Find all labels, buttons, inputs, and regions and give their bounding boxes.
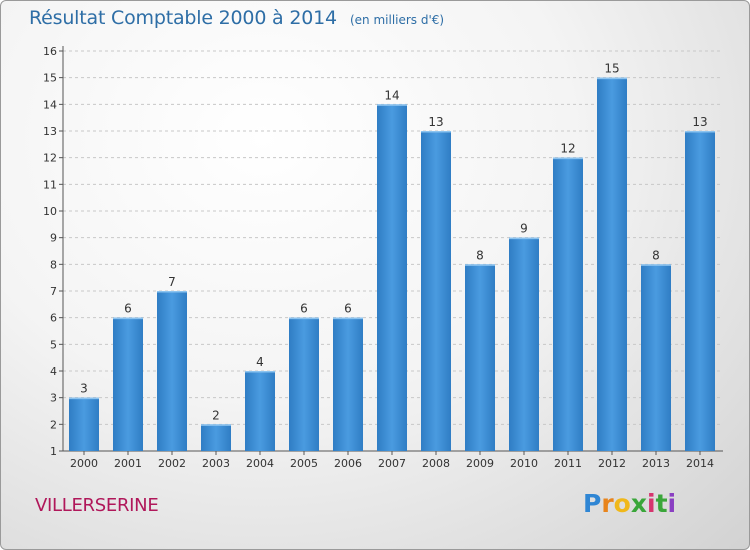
y-tick-label: 11: [43, 178, 57, 191]
data-label-2002: 7: [168, 275, 176, 289]
x-tick-label: 2005: [290, 457, 318, 470]
x-tick-label: 2009: [466, 457, 494, 470]
bar-highlight: [597, 77, 627, 80]
y-tick-label: 14: [43, 98, 57, 111]
logo-letter: o: [613, 489, 631, 518]
bar-2011: [553, 157, 583, 451]
bar-2010: [509, 237, 539, 451]
y-tick-label: 8: [50, 258, 57, 271]
logo-letter: P: [583, 489, 602, 518]
title-row: Résultat Comptable 2000 à 2014 (en milli…: [29, 7, 444, 29]
x-tick-label: 2003: [202, 457, 230, 470]
logo-letter: x: [630, 489, 647, 518]
y-tick-label: 9: [50, 232, 57, 245]
bar-2004: [245, 371, 275, 451]
data-label-2005: 6: [300, 302, 308, 316]
y-tick-label: 16: [43, 45, 57, 58]
data-label-2008: 13: [428, 115, 443, 129]
y-tick-label: 5: [50, 338, 57, 351]
x-tick-label: 2014: [686, 457, 714, 470]
y-tick-label: 2: [50, 418, 57, 431]
bar-2014: [685, 131, 715, 451]
bar-2013: [641, 264, 671, 451]
bar-highlight: [201, 424, 231, 426]
bar-2007: [377, 104, 407, 451]
data-label-2012: 15: [604, 62, 619, 76]
bars: [69, 77, 715, 452]
bar-highlight: [289, 317, 319, 320]
x-tick-label: 2001: [114, 457, 142, 470]
x-tick-label: 2000: [70, 457, 98, 470]
y-tick-label: 6: [50, 312, 57, 325]
proxiti-logo: Proxiti: [583, 489, 676, 518]
chart-subtitle: (en milliers d'€): [349, 13, 445, 27]
y-tick-label: 10: [43, 205, 57, 218]
bar-highlight: [69, 397, 99, 400]
bar-2008: [421, 131, 451, 451]
data-label-2004: 4: [256, 355, 264, 369]
data-label-2000: 3: [80, 382, 88, 396]
data-label-2009: 8: [476, 248, 484, 262]
labels: 1234567891011121314151632000620017200222…: [43, 45, 714, 470]
data-label-2003: 2: [212, 408, 220, 422]
x-tick-label: 2006: [334, 457, 362, 470]
x-tick-label: 2012: [598, 457, 626, 470]
data-label-2013: 8: [652, 248, 660, 262]
y-tick-label: 12: [43, 152, 57, 165]
bar-highlight: [157, 291, 187, 293]
bar-2009: [465, 264, 495, 451]
x-tick-label: 2011: [554, 457, 582, 470]
data-label-2006: 6: [344, 302, 352, 316]
bar-2000: [69, 397, 99, 451]
y-tick-label: 4: [50, 365, 57, 378]
data-label-2011: 12: [560, 142, 575, 156]
bar-highlight: [421, 131, 451, 133]
bar-highlight: [641, 264, 671, 266]
x-tick-label: 2008: [422, 457, 450, 470]
chart-title: Résultat Comptable 2000 à 2014: [29, 7, 337, 29]
x-tick-label: 2007: [378, 457, 406, 470]
bar-highlight: [509, 237, 539, 240]
bar-highlight: [685, 131, 715, 133]
logo-letter: i: [667, 489, 677, 518]
bar-2005: [289, 317, 319, 451]
bar-highlight: [113, 317, 143, 320]
bar-2012: [597, 77, 627, 452]
y-tick-label: 13: [43, 125, 57, 138]
x-tick-label: 2002: [158, 457, 186, 470]
y-tick-label: 3: [50, 392, 57, 405]
y-tick-label: 1: [50, 445, 57, 458]
x-tick-label: 2004: [246, 457, 274, 470]
bar-2003: [201, 424, 231, 451]
bar-2001: [113, 317, 143, 451]
data-label-2007: 14: [384, 88, 399, 102]
bar-highlight: [553, 157, 583, 160]
data-label-2001: 6: [124, 302, 132, 316]
y-tick-label: 7: [50, 285, 57, 298]
x-tick-label: 2013: [642, 457, 670, 470]
y-tick-label: 15: [43, 72, 57, 85]
bar-2006: [333, 317, 363, 451]
bar-highlight: [333, 317, 363, 320]
place-name: VILLERSERINE: [35, 495, 159, 516]
bar-2002: [157, 291, 187, 451]
logo-letter: t: [655, 489, 668, 518]
logo-letter: r: [601, 489, 614, 518]
bar-highlight: [465, 264, 495, 266]
data-label-2010: 9: [520, 222, 528, 236]
bar-highlight: [245, 371, 275, 373]
data-label-2014: 13: [692, 115, 707, 129]
logo-letter: i: [647, 489, 656, 518]
x-tick-label: 2010: [510, 457, 538, 470]
bar-highlight: [377, 104, 407, 106]
